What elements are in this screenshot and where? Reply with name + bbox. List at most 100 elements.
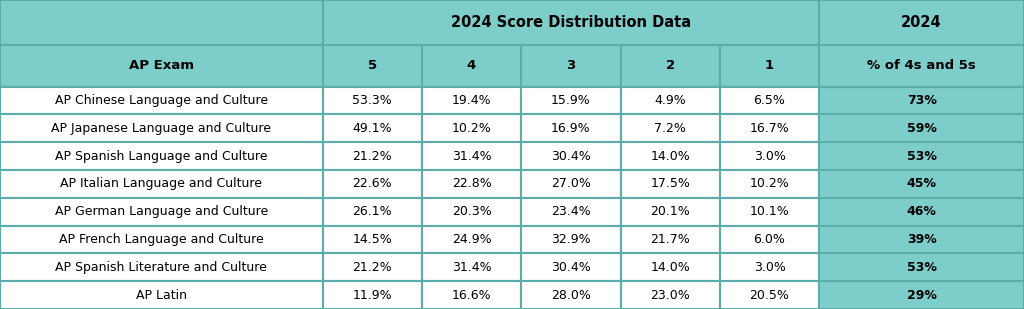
Text: 24.9%: 24.9% bbox=[452, 233, 492, 246]
Text: 2: 2 bbox=[666, 59, 675, 72]
Bar bbox=[819, 253, 1024, 281]
Bar bbox=[521, 45, 621, 87]
Bar bbox=[819, 142, 1024, 170]
Text: 16.9%: 16.9% bbox=[551, 122, 591, 135]
Text: AP Exam: AP Exam bbox=[129, 59, 194, 72]
Text: 26.1%: 26.1% bbox=[352, 205, 392, 218]
Text: 31.4%: 31.4% bbox=[452, 150, 492, 163]
Text: 10.2%: 10.2% bbox=[750, 177, 790, 190]
Text: AP Spanish Language and Culture: AP Spanish Language and Culture bbox=[55, 150, 267, 163]
Text: 53%: 53% bbox=[906, 150, 937, 163]
Text: 6.5%: 6.5% bbox=[754, 94, 785, 107]
Text: 21.2%: 21.2% bbox=[352, 150, 392, 163]
Text: 4.9%: 4.9% bbox=[654, 94, 686, 107]
Bar bbox=[819, 281, 1024, 309]
Bar bbox=[422, 142, 521, 170]
Text: 20.5%: 20.5% bbox=[750, 289, 790, 302]
Bar bbox=[720, 114, 819, 142]
Text: 21.2%: 21.2% bbox=[352, 261, 392, 274]
Bar bbox=[621, 114, 720, 142]
Text: 6.0%: 6.0% bbox=[754, 233, 785, 246]
Text: 3: 3 bbox=[566, 59, 575, 72]
Bar bbox=[819, 226, 1024, 253]
Text: 30.4%: 30.4% bbox=[551, 261, 591, 274]
Bar bbox=[621, 142, 720, 170]
Text: 16.7%: 16.7% bbox=[750, 122, 790, 135]
Bar bbox=[521, 198, 621, 226]
Bar bbox=[0, 114, 323, 142]
Bar bbox=[621, 253, 720, 281]
Text: 73%: 73% bbox=[906, 94, 937, 107]
Bar bbox=[422, 253, 521, 281]
Bar bbox=[323, 226, 422, 253]
Bar bbox=[720, 226, 819, 253]
Bar bbox=[422, 226, 521, 253]
Bar bbox=[621, 226, 720, 253]
Text: AP Chinese Language and Culture: AP Chinese Language and Culture bbox=[54, 94, 268, 107]
Bar bbox=[422, 170, 521, 198]
Text: 1: 1 bbox=[765, 59, 774, 72]
Bar bbox=[422, 114, 521, 142]
Bar bbox=[521, 87, 621, 114]
Bar bbox=[323, 0, 819, 45]
Bar bbox=[0, 170, 323, 198]
Bar bbox=[819, 0, 1024, 45]
Text: 3.0%: 3.0% bbox=[754, 261, 785, 274]
Text: 10.1%: 10.1% bbox=[750, 205, 790, 218]
Text: 31.4%: 31.4% bbox=[452, 261, 492, 274]
Bar bbox=[0, 198, 323, 226]
Bar bbox=[720, 281, 819, 309]
Text: 5: 5 bbox=[368, 59, 377, 72]
Text: 53%: 53% bbox=[906, 261, 937, 274]
Text: 11.9%: 11.9% bbox=[352, 289, 392, 302]
Bar bbox=[0, 0, 323, 45]
Bar bbox=[422, 87, 521, 114]
Bar bbox=[323, 170, 422, 198]
Text: 20.3%: 20.3% bbox=[452, 205, 492, 218]
Bar bbox=[323, 253, 422, 281]
Text: 10.2%: 10.2% bbox=[452, 122, 492, 135]
Bar bbox=[323, 198, 422, 226]
Bar bbox=[621, 198, 720, 226]
Bar bbox=[422, 281, 521, 309]
Bar bbox=[0, 226, 323, 253]
Text: 49.1%: 49.1% bbox=[352, 122, 392, 135]
Bar bbox=[422, 198, 521, 226]
Text: AP French Language and Culture: AP French Language and Culture bbox=[59, 233, 263, 246]
Bar bbox=[0, 281, 323, 309]
Bar bbox=[521, 114, 621, 142]
Bar bbox=[323, 87, 422, 114]
Bar bbox=[720, 253, 819, 281]
Text: 32.9%: 32.9% bbox=[551, 233, 591, 246]
Text: 7.2%: 7.2% bbox=[654, 122, 686, 135]
Text: 14.5%: 14.5% bbox=[352, 233, 392, 246]
Text: 22.6%: 22.6% bbox=[352, 177, 392, 190]
Bar bbox=[819, 198, 1024, 226]
Text: 30.4%: 30.4% bbox=[551, 150, 591, 163]
Bar bbox=[621, 170, 720, 198]
Text: AP German Language and Culture: AP German Language and Culture bbox=[54, 205, 268, 218]
Text: 14.0%: 14.0% bbox=[650, 261, 690, 274]
Bar bbox=[0, 87, 323, 114]
Bar bbox=[720, 87, 819, 114]
Text: 46%: 46% bbox=[906, 205, 937, 218]
Text: 39%: 39% bbox=[906, 233, 937, 246]
Text: % of 4s and 5s: % of 4s and 5s bbox=[867, 59, 976, 72]
Bar bbox=[819, 87, 1024, 114]
Bar bbox=[521, 226, 621, 253]
Bar bbox=[621, 45, 720, 87]
Bar bbox=[0, 253, 323, 281]
Text: 23.0%: 23.0% bbox=[650, 289, 690, 302]
Bar bbox=[621, 87, 720, 114]
Text: 3.0%: 3.0% bbox=[754, 150, 785, 163]
Bar bbox=[720, 170, 819, 198]
Text: 2024 Score Distribution Data: 2024 Score Distribution Data bbox=[451, 15, 691, 30]
Text: 29%: 29% bbox=[906, 289, 937, 302]
Bar bbox=[819, 170, 1024, 198]
Bar bbox=[521, 170, 621, 198]
Bar bbox=[521, 281, 621, 309]
Bar bbox=[521, 142, 621, 170]
Text: 2024: 2024 bbox=[901, 15, 942, 30]
Text: 53.3%: 53.3% bbox=[352, 94, 392, 107]
Text: 17.5%: 17.5% bbox=[650, 177, 690, 190]
